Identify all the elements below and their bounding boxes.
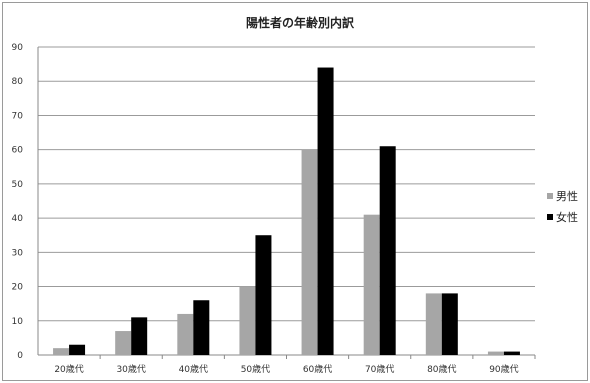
y-tick-label: 20 xyxy=(12,283,24,293)
y-tick-label: 90 xyxy=(12,43,24,53)
y-tick-label: 80 xyxy=(12,77,24,87)
bar-male xyxy=(487,351,504,355)
bar-female xyxy=(69,344,86,355)
bar-male xyxy=(53,348,70,355)
x-tick-label: 70歳代 xyxy=(365,363,394,375)
bar-female xyxy=(193,300,210,355)
y-axis-ticks: 0 10 20 30 40 50 60 70 80 90 xyxy=(12,43,24,361)
bar-female xyxy=(379,146,396,355)
bar-female xyxy=(131,317,148,355)
bar-female xyxy=(317,67,334,356)
chart-title: 陽性者の年齢別内訳 xyxy=(246,15,355,30)
y-tick-label: 70 xyxy=(12,111,24,121)
bar-male xyxy=(425,293,442,355)
legend-swatch xyxy=(547,193,553,199)
legend-label: 女性 xyxy=(556,210,578,224)
x-tick-label: 20歳代 xyxy=(54,363,83,375)
y-tick-label: 50 xyxy=(12,180,24,190)
bar-female xyxy=(503,351,520,355)
y-tick-label: 40 xyxy=(12,214,24,224)
bar-female xyxy=(441,293,458,355)
bar-male xyxy=(239,286,256,355)
legend-label: 男性 xyxy=(556,189,578,203)
grid-lines xyxy=(37,46,535,356)
x-tick-label: 50歳代 xyxy=(241,363,270,375)
bar-male xyxy=(115,331,132,355)
bar-male xyxy=(363,214,380,355)
bar-female xyxy=(255,235,272,355)
x-tick-label: 40歳代 xyxy=(179,363,208,375)
x-tick-label: 60歳代 xyxy=(303,363,332,375)
x-tick-label: 30歳代 xyxy=(116,363,145,375)
bar-male xyxy=(177,313,194,355)
x-axis-ticks: 20歳代 30歳代 40歳代 50歳代 60歳代 70歳代 80歳代 90歳代 xyxy=(54,355,536,375)
x-tick-label: 90歳代 xyxy=(489,363,518,375)
y-tick-label: 0 xyxy=(17,351,23,361)
bar-male xyxy=(301,149,318,355)
y-tick-label: 60 xyxy=(12,146,24,156)
x-tick-label: 80歳代 xyxy=(427,363,456,375)
legend-swatch xyxy=(547,214,553,220)
bars xyxy=(53,67,520,356)
y-tick-label: 10 xyxy=(12,317,24,327)
y-tick-label: 30 xyxy=(12,248,24,258)
